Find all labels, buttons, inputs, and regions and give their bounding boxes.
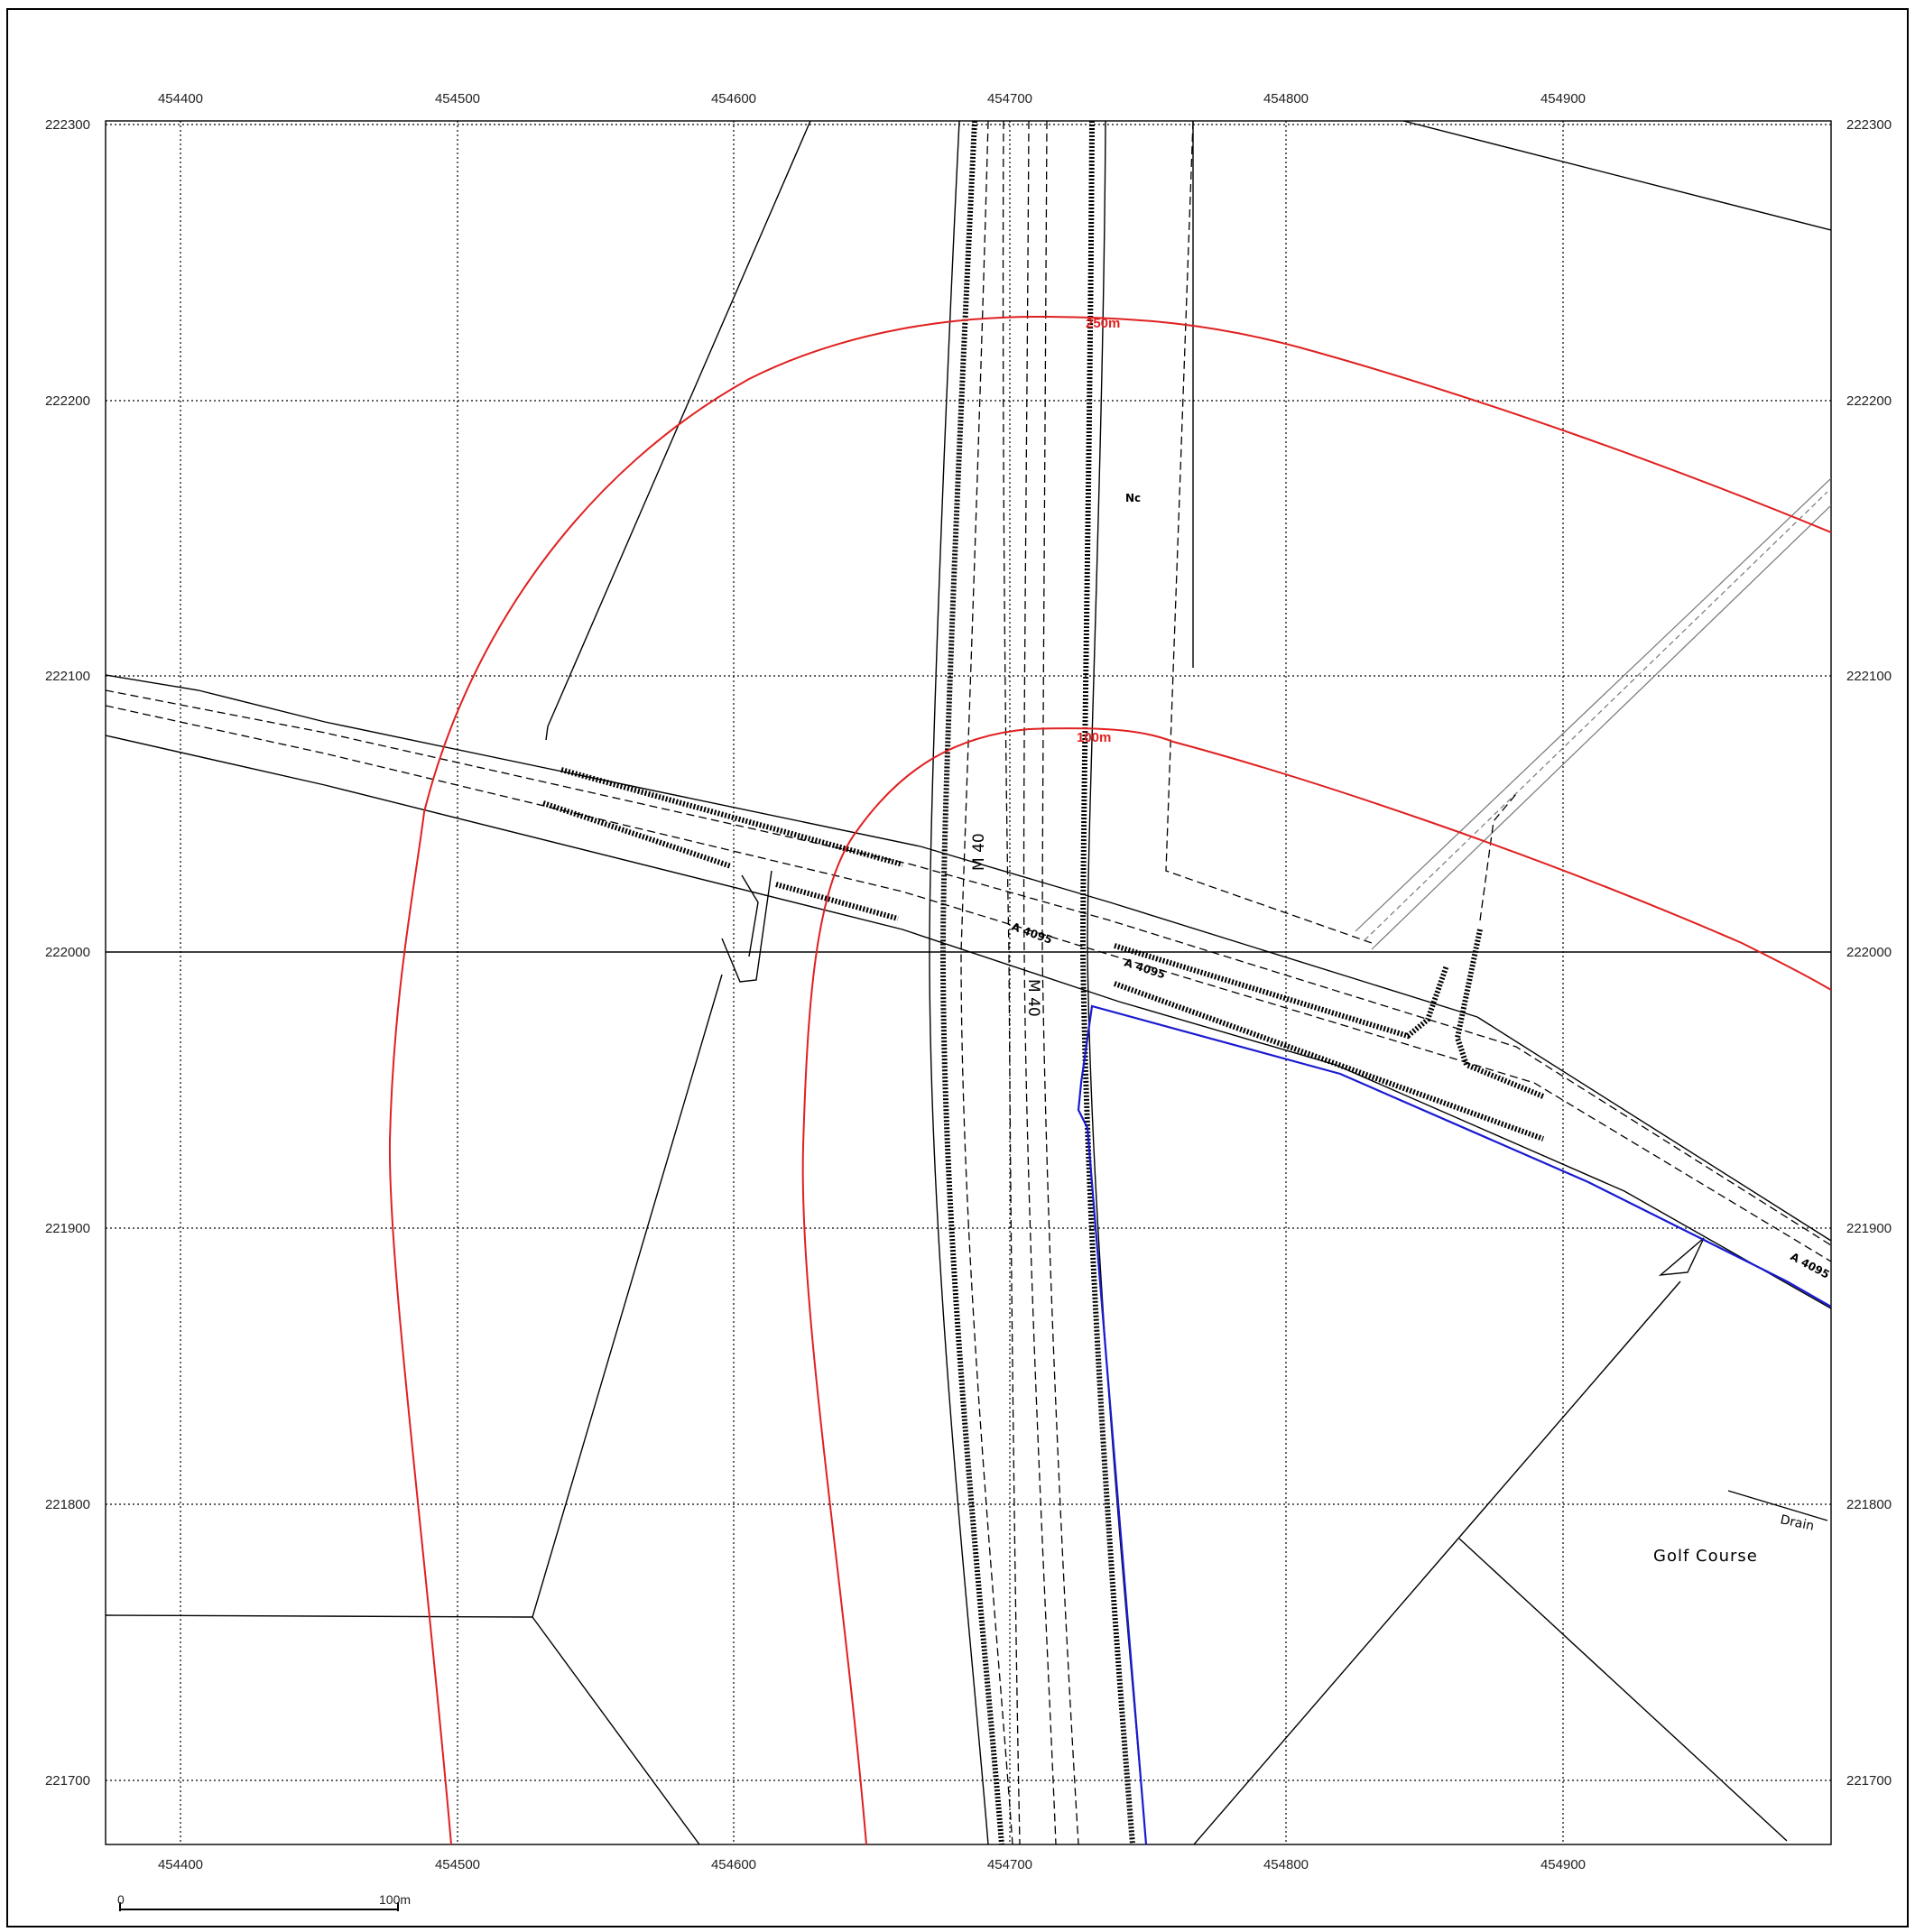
scale-end-label: 100m [379,1892,411,1907]
y-tick-label: 222200 [45,393,90,409]
y-tick-label: 222300 [45,117,90,133]
x-axis-top-labels: 454400 454500 454600 454700 454800 45490… [158,91,1586,106]
buffer-100m-label: 100m [1077,730,1111,745]
x-tick-label: 454800 [1263,1857,1309,1872]
disused-track [1355,477,1831,950]
site-boundary [1077,1004,1831,1844]
y-tick-label: 221800 [45,1497,90,1512]
y-axis-right-labels: 222300 222200 222100 222000 221900 22180… [1846,117,1892,1789]
y-tick-label: 221700 [45,1773,90,1789]
x-tick-label: 454900 [1540,91,1586,106]
y-tick-label: 222300 [1846,117,1892,133]
y-tick-label: 222200 [1846,393,1892,409]
drain-label: Drain [1779,1512,1815,1534]
grid-horizontal [106,124,1831,1781]
x-tick-label: 454800 [1263,91,1309,106]
x-tick-label: 454600 [711,1857,756,1872]
buffer-100m [801,727,1831,1844]
nc-label: Nc [1125,492,1141,504]
y-tick-label: 221900 [45,1221,90,1236]
y-tick-label: 222000 [1846,945,1892,960]
scale-bar: 0 100m [117,1892,411,1911]
x-tick-label: 454700 [987,91,1032,106]
outer-border [6,8,1909,1927]
x-tick-label: 454900 [1540,1857,1586,1872]
y-tick-label: 222000 [45,945,90,960]
x-axis-bottom-labels: 454400 454500 454600 454700 454800 45490… [158,1857,1586,1872]
x-tick-label: 454400 [158,91,203,106]
y-axis-left-labels: 222300 222200 222100 222000 221900 22180… [45,117,90,1789]
y-tick-label: 222100 [45,669,90,684]
a4095-label-east: A 4095 [1789,1250,1832,1280]
scale-start-label: 0 [117,1892,125,1907]
y-tick-label: 222100 [1846,669,1892,684]
field-boundaries [106,121,1831,1844]
map-area-frame [105,120,1832,1845]
a4095-label-center: A 4095 [1010,920,1054,947]
m40-label-south: M 40 [1024,979,1042,1017]
x-tick-label: 454500 [435,1857,480,1872]
x-tick-label: 454700 [987,1857,1032,1872]
x-tick-label: 454600 [711,91,756,106]
x-tick-label: 454400 [158,1857,203,1872]
buffer-250m-label: 250m [1086,316,1120,331]
x-tick-label: 454500 [435,91,480,106]
buffer-zones [388,315,1831,1844]
m40-label-north: M 40 [970,833,988,871]
golf-course-label: Golf Course [1653,1547,1758,1566]
y-tick-label: 221800 [1846,1497,1892,1512]
a4095-road [106,674,1831,1309]
grid-vertical [180,121,1564,1844]
y-tick-label: 221700 [1846,1773,1892,1789]
buffer-250m [388,315,1831,1844]
y-tick-label: 221900 [1846,1221,1892,1236]
